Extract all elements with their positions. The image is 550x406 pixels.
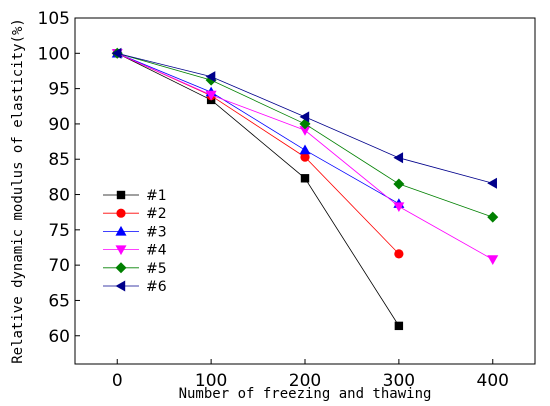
y-tick-label: 70 [48, 256, 70, 276]
legend-label: #4 [146, 243, 167, 259]
data-point [393, 152, 404, 164]
x-axis: 0 100 200 300 400 [112, 359, 509, 391]
data-point [299, 111, 310, 123]
series-3 [111, 47, 405, 208]
y-tick-label: 65 [48, 291, 70, 311]
data-point [393, 202, 405, 213]
data-point [205, 71, 216, 83]
legend-marker [116, 208, 126, 218]
legend-marker [115, 225, 127, 236]
data-point [299, 144, 311, 155]
y-tick-label: 105 [38, 9, 70, 29]
data-point [111, 47, 122, 59]
x-tick-label: 400 [477, 371, 509, 391]
legend-label: #3 [146, 224, 167, 240]
data-point [394, 321, 404, 331]
legend-item: #3 [103, 224, 167, 240]
y-axis-title: Relative dynamic modulus of elasticity(%… [10, 18, 26, 364]
x-tick-label: 200 [289, 371, 321, 391]
y-tick-label: 100 [38, 44, 70, 64]
series-6 [111, 47, 497, 189]
legend-item: #2 [103, 206, 167, 222]
data-point [205, 90, 217, 101]
legend-marker [115, 262, 127, 274]
x-tick-label: 300 [383, 371, 415, 391]
y-tick-label: 75 [48, 221, 70, 241]
legend-marker [115, 280, 126, 292]
y-axis: 60 65 70 75 80 85 90 95 100 105 [38, 9, 80, 347]
data-point [487, 255, 499, 265]
series-line [117, 52, 400, 205]
data-point [299, 126, 311, 136]
y-tick-label: 80 [48, 186, 70, 206]
legend-item: #6 [103, 279, 167, 295]
data-point [300, 152, 310, 162]
y-tick-label: 95 [48, 80, 70, 100]
legend-marker [115, 245, 127, 256]
y-tick-label: 85 [48, 150, 70, 170]
legend-item: #4 [103, 243, 167, 259]
y-tick-label: 60 [48, 327, 70, 347]
legend-label: #1 [146, 188, 167, 204]
plot-frame [74, 17, 536, 365]
x-tick-label: 0 [112, 371, 123, 391]
series-line [117, 52, 400, 327]
x-axis-title: Number of freezing and thawing [179, 386, 432, 402]
data-point [394, 249, 404, 259]
data-point [487, 177, 497, 189]
legend-label: #5 [146, 261, 167, 277]
x-tick-label: 100 [195, 371, 227, 391]
data-point [393, 178, 405, 190]
legend-item: #1 [103, 188, 167, 204]
legend-item: #5 [103, 261, 167, 277]
series-layer [111, 47, 499, 331]
legend-label: #6 [146, 279, 167, 295]
legend: #1 #2 #3 #4 #5 #6 [103, 188, 167, 295]
y-tick-label: 90 [48, 115, 70, 135]
legend-label: #2 [146, 206, 167, 222]
data-point [487, 211, 499, 223]
data-point [300, 174, 310, 183]
legend-marker [116, 190, 126, 200]
